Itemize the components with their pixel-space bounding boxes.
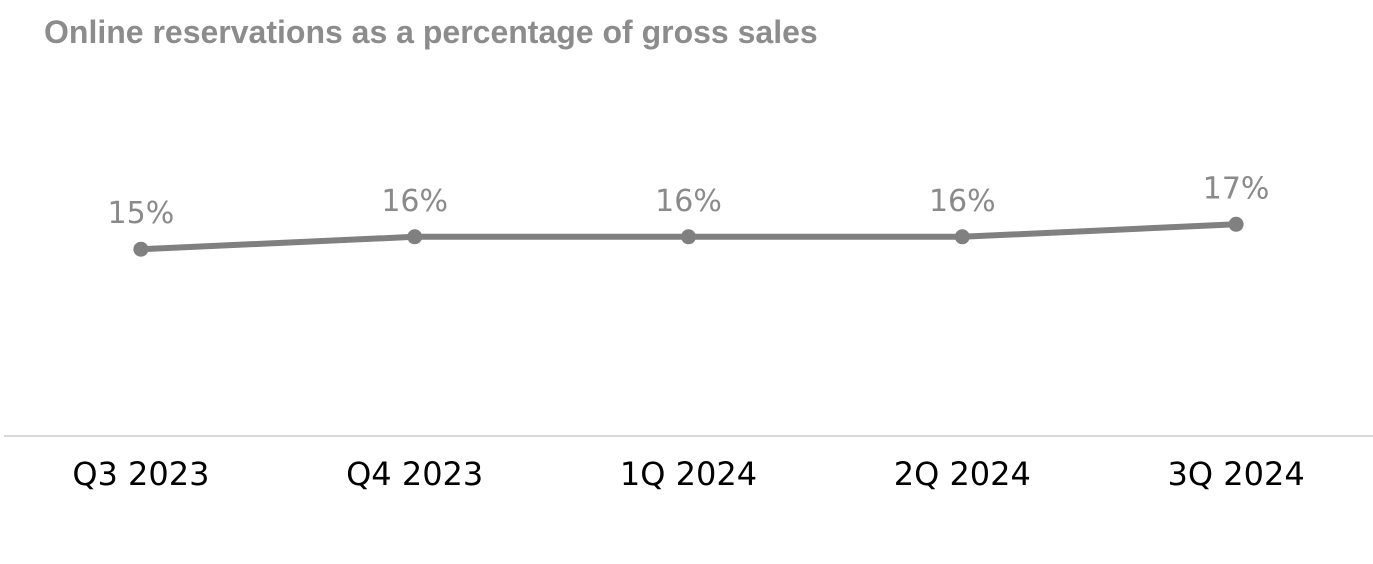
series-group bbox=[133, 216, 1244, 257]
data-point-marker bbox=[954, 229, 970, 245]
x-tick-label: Q3 2023 bbox=[72, 455, 209, 493]
x-tick-label: 2Q 2024 bbox=[894, 455, 1031, 493]
data-point-marker bbox=[407, 229, 423, 245]
x-tick-label: 1Q 2024 bbox=[620, 455, 757, 493]
data-label: 16% bbox=[655, 184, 722, 219]
data-labels: 15% 16% 16% 16% 17% bbox=[108, 171, 1270, 231]
data-label: 15% bbox=[108, 196, 175, 231]
chart-title: Online reservations as a percentage of g… bbox=[44, 14, 818, 50]
data-point-marker bbox=[133, 241, 149, 257]
x-tick-label: 3Q 2024 bbox=[1168, 455, 1305, 493]
data-label: 17% bbox=[1203, 171, 1270, 206]
data-point-marker bbox=[1228, 216, 1244, 232]
data-point-marker bbox=[681, 229, 696, 245]
data-label: 16% bbox=[929, 184, 996, 219]
x-tick-label: Q4 2023 bbox=[346, 455, 483, 493]
data-label: 16% bbox=[381, 184, 448, 219]
x-axis-tick-labels: Q3 2023 Q4 2023 1Q 2024 2Q 2024 3Q 2024 bbox=[72, 455, 1304, 493]
